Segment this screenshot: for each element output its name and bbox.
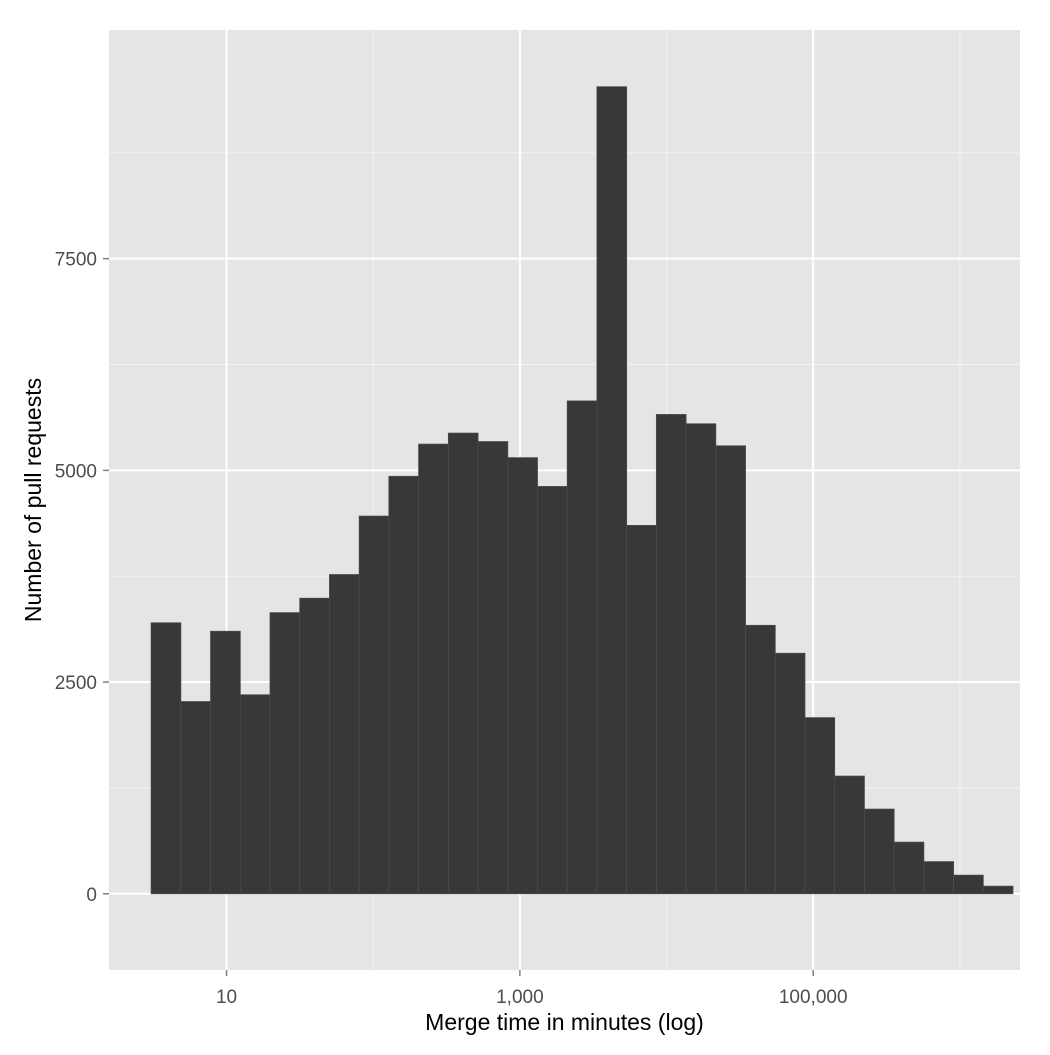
- y-tick-label: 2500: [55, 673, 97, 694]
- histogram-bar: [804, 717, 836, 895]
- histogram-bar: [299, 597, 330, 895]
- histogram-bar: [626, 525, 657, 895]
- histogram-bar: [239, 694, 271, 895]
- histogram-bar: [210, 630, 241, 895]
- x-tick-label: 100,000: [779, 987, 848, 1008]
- histogram-bar: [150, 622, 182, 895]
- histogram-bar: [953, 874, 984, 895]
- histogram-bar: [982, 885, 1014, 895]
- histogram-bar: [447, 432, 479, 895]
- histogram-bar: [566, 400, 598, 895]
- histogram-bar: [715, 445, 746, 895]
- histogram-bar: [477, 441, 509, 895]
- histogram-bar: [269, 612, 301, 895]
- x-axis-title: Merge time in minutes (log): [425, 1009, 704, 1035]
- y-axis-title: Number of pull requests: [20, 378, 46, 622]
- histogram-bar: [893, 841, 925, 895]
- x-axis: 10 1,000 100,000: [216, 970, 848, 1008]
- x-tick-label: 1,000: [496, 987, 544, 1008]
- x-tick-label: 10: [216, 987, 237, 1008]
- y-tick-label: 0: [86, 885, 97, 906]
- histogram-bar: [388, 475, 420, 895]
- histogram-bar: [537, 486, 568, 895]
- histogram-bar: [745, 624, 776, 895]
- histogram-bar: [507, 457, 538, 895]
- histogram-bar: [655, 414, 687, 895]
- y-tick-label: 5000: [55, 461, 97, 482]
- y-tick-label: 7500: [55, 250, 97, 271]
- y-axis: 0 2500 5000 7500: [55, 250, 109, 906]
- histogram-bar: [418, 443, 449, 895]
- histogram-bar: [329, 574, 360, 895]
- histogram-bar: [923, 861, 954, 895]
- histogram-bar: [596, 86, 628, 895]
- histogram-bar: [834, 775, 865, 895]
- histogram-bar: [180, 701, 211, 895]
- histogram-bar: [685, 423, 717, 895]
- histogram-bars: [150, 86, 1014, 895]
- histogram-bar: [358, 515, 390, 895]
- histogram-bar: [864, 808, 895, 895]
- histogram-bar: [774, 652, 806, 895]
